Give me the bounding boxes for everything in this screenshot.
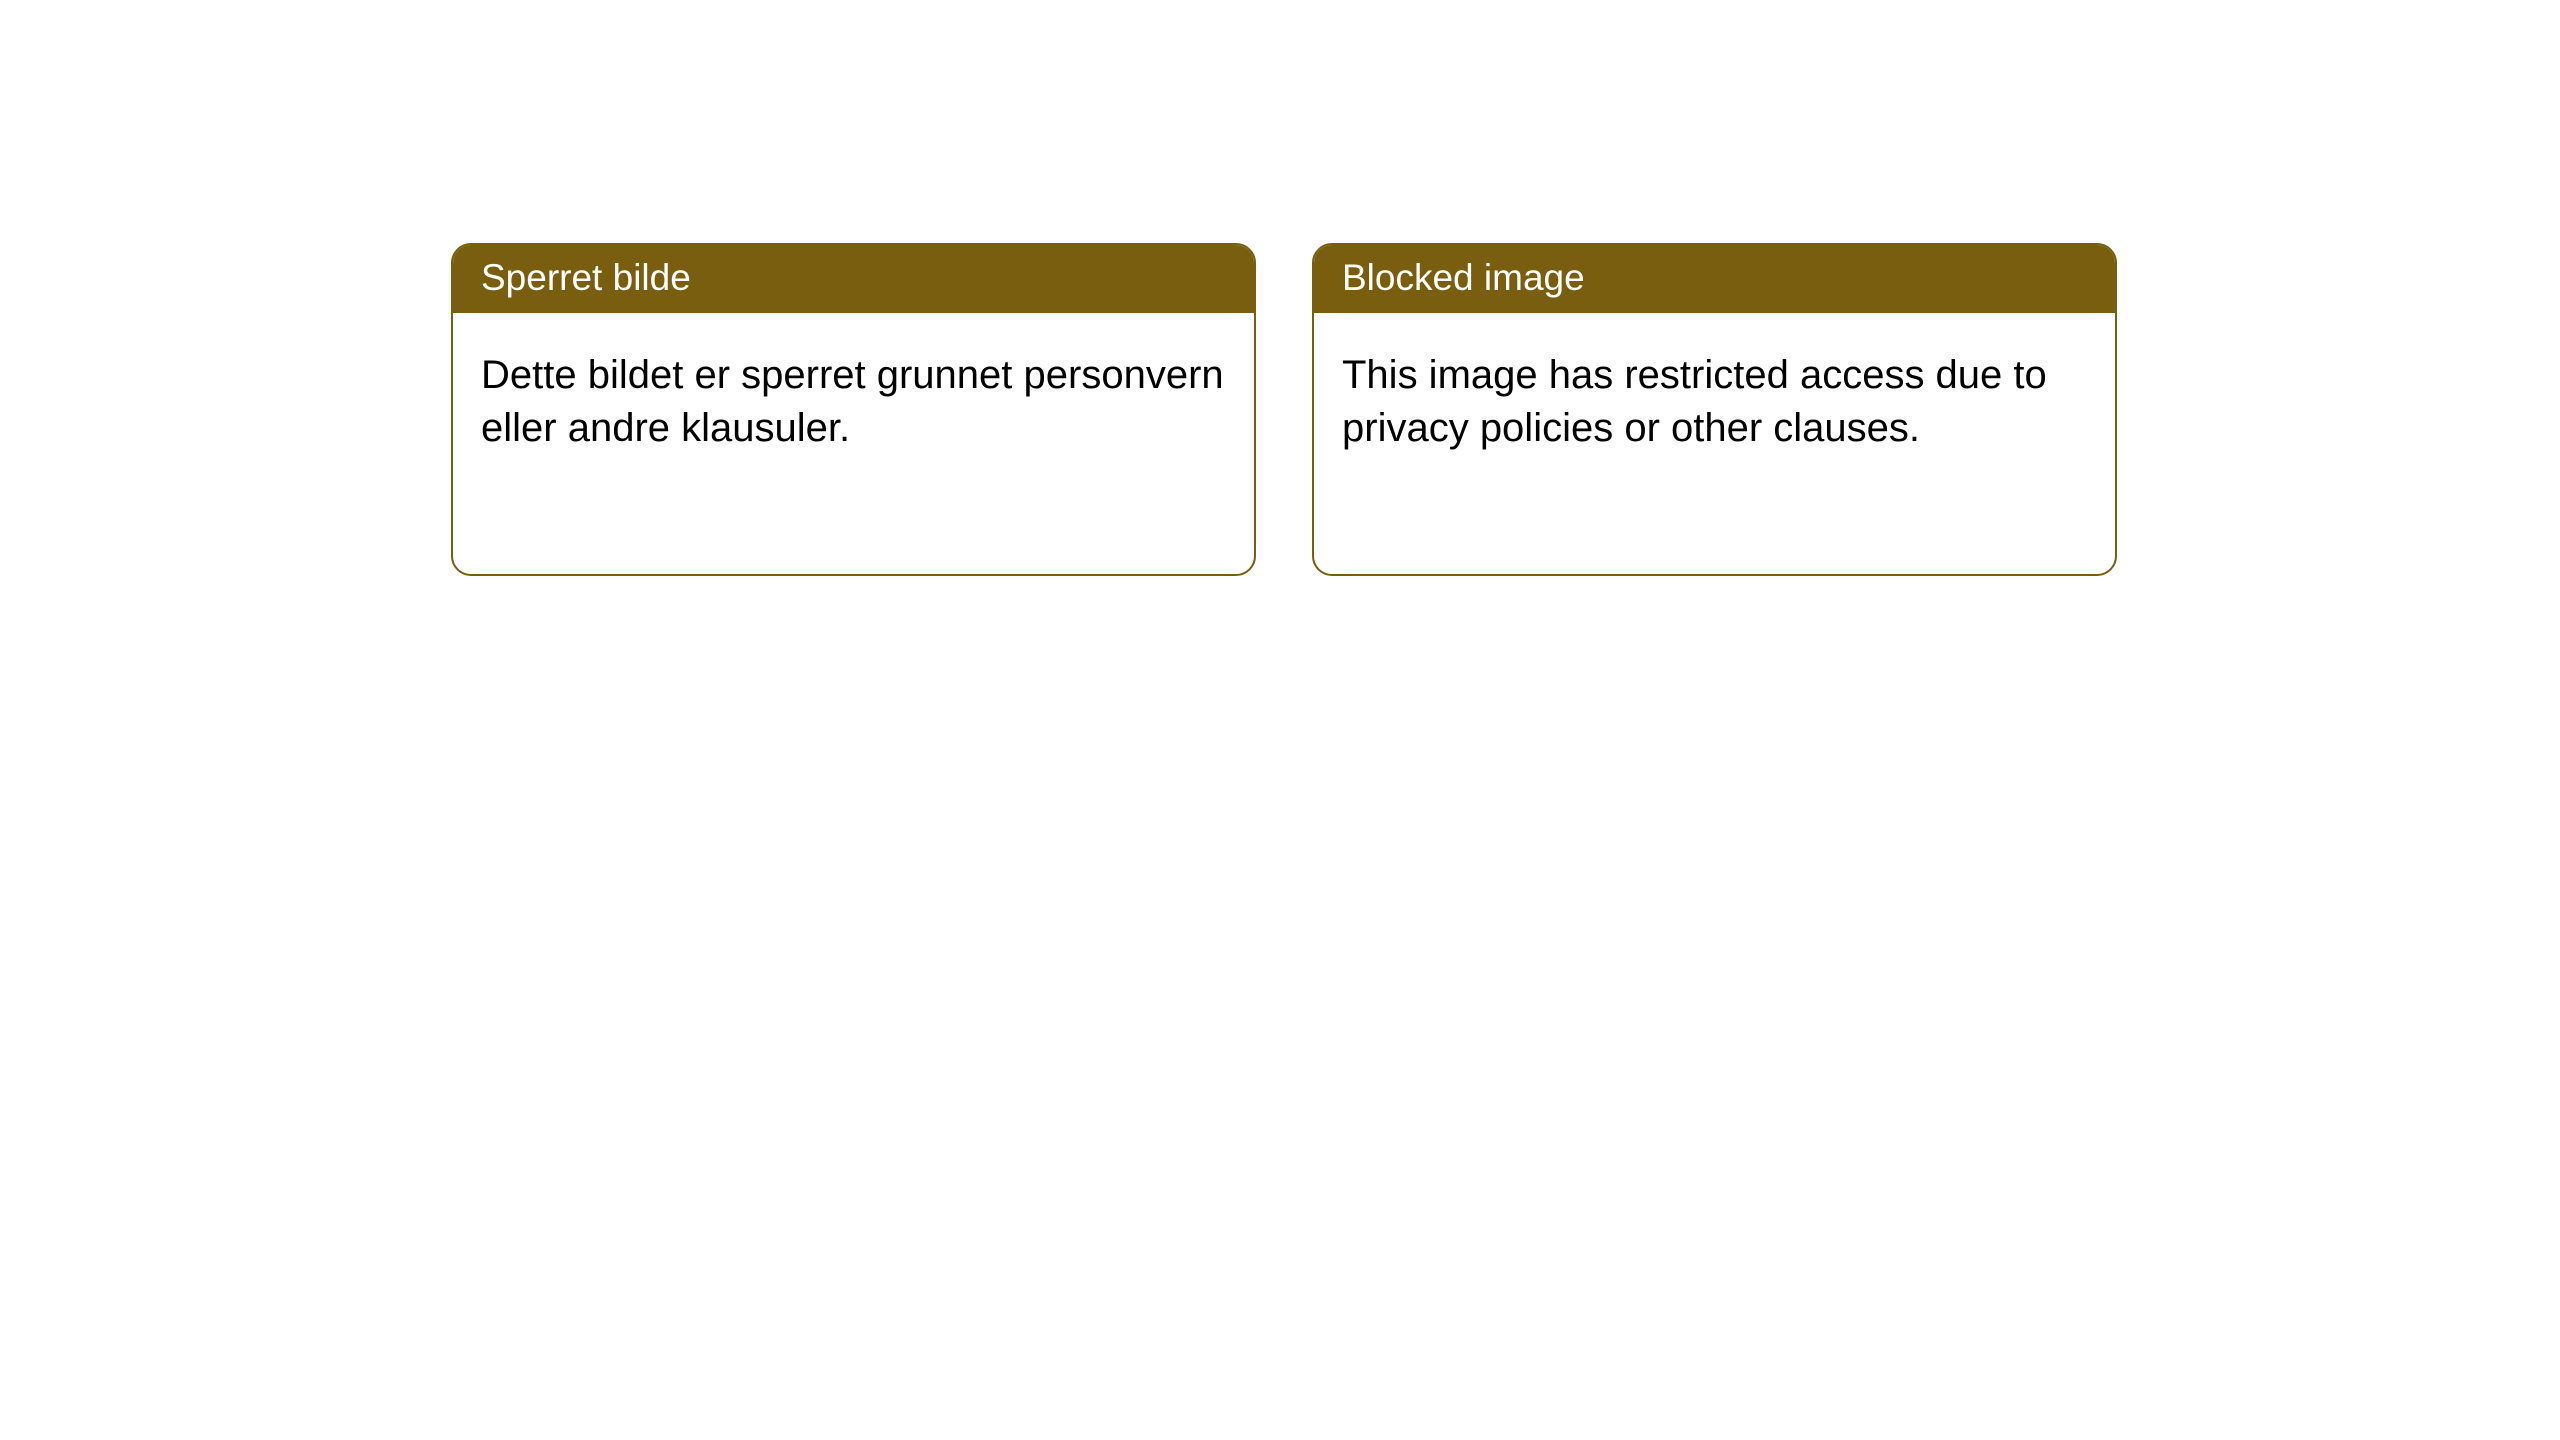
card-header: Sperret bilde xyxy=(453,245,1254,313)
card-body: Dette bildet er sperret grunnet personve… xyxy=(453,313,1254,491)
card-header: Blocked image xyxy=(1314,245,2115,313)
card-title: Sperret bilde xyxy=(481,257,691,298)
card-body: This image has restricted access due to … xyxy=(1314,313,2115,491)
notice-container: Sperret bilde Dette bildet er sperret gr… xyxy=(0,0,2560,576)
notice-card-english: Blocked image This image has restricted … xyxy=(1312,243,2117,576)
card-body-text: This image has restricted access due to … xyxy=(1342,353,2047,450)
notice-card-norwegian: Sperret bilde Dette bildet er sperret gr… xyxy=(451,243,1256,576)
card-title: Blocked image xyxy=(1342,257,1585,298)
card-body-text: Dette bildet er sperret grunnet personve… xyxy=(481,353,1224,450)
